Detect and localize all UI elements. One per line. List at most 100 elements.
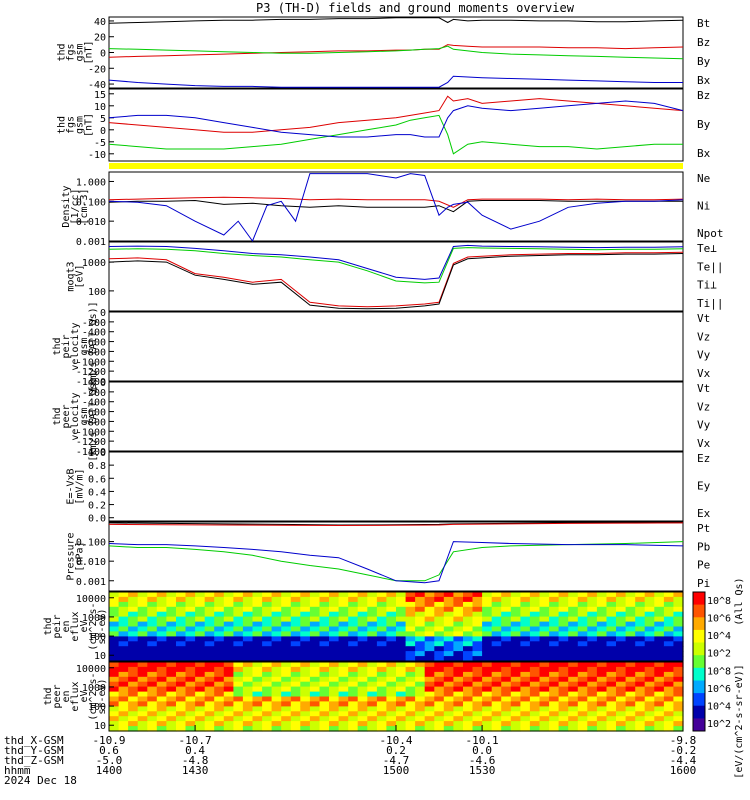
spectrogram-cell [673,601,684,608]
spectrogram-cell [195,671,206,678]
spectrogram-cell [587,666,598,673]
spectrogram-cell [319,721,330,727]
spectrogram-cell [185,726,196,732]
spectrogram-cell [204,616,215,623]
spectrogram-cell [109,656,120,662]
spectrogram-cell [405,681,416,688]
spectrogram-cell [482,686,493,693]
spectrogram-cell [300,651,311,657]
spectrogram-cell [338,666,349,673]
spectrogram-cell [223,651,234,657]
spectrogram-cell [118,701,129,707]
spectrogram-cell [405,606,416,613]
colorbar-segment [693,693,705,707]
spectrogram-cell [529,606,541,613]
spectrogram-cell [453,701,464,707]
spectrogram-cell [367,666,378,673]
spectrogram-cell [233,616,244,623]
spectrogram-cell [357,651,368,657]
spectrogram-cell [166,701,177,707]
spectrogram-cell [472,681,483,688]
spectrogram-cell [644,662,655,668]
spectrogram-cell [233,636,244,642]
spectrogram-cell [300,686,311,693]
legend-entry: By [697,118,711,131]
spectrogram-cell [491,641,502,647]
spectrogram-cell [463,726,474,732]
spectrogram-cell [510,691,521,698]
spectrogram-cell [214,601,225,608]
spectrogram-cell [539,641,550,647]
spectrogram-cell [491,621,502,628]
spectrogram-cell [271,706,282,712]
spectrogram-cell [348,706,359,712]
spectrogram-cell [463,681,474,688]
y-axis-label: gsm [75,116,86,134]
spectrogram-cell [472,651,483,657]
spectrogram-cell [577,631,588,637]
x-tick-label: 1400 [96,764,123,777]
spectrogram-cell [463,711,474,717]
spectrogram-cell [195,716,206,722]
spectrogram-cell [319,641,330,647]
legend-entry: Ez [697,452,710,465]
spectrogram-cell [147,696,158,702]
spectrogram-cell [376,666,388,673]
spectrogram-cell [156,706,167,712]
spectrogram-cell [367,691,378,698]
spectrogram-cell [319,691,330,698]
spectrogram-cell [644,701,655,707]
spectrogram-cell [577,656,588,662]
spectrogram-cell [520,686,531,693]
spectrogram-cell [109,676,120,683]
y-tick-label: 10000 [76,664,106,675]
spectrogram-cell [214,592,225,598]
spectrogram-cell [596,711,608,717]
spectrogram-cell [606,711,617,717]
spectrogram-cell [501,686,512,693]
spectrogram-cell [271,641,282,647]
spectrogram-cell [195,651,206,657]
spectrogram-cell [386,666,397,673]
spectrogram-cell [568,721,579,727]
spectrogram-cell [118,716,129,722]
spectrogram-cell [309,621,321,628]
spectrogram-cell [405,691,416,698]
spectrogram-cell [463,596,474,603]
spectrogram-cell [587,592,598,598]
spectrogram-cell [549,616,560,623]
series-temperature-2 [108,244,684,280]
spectrogram-cell [109,621,120,628]
spectrogram-cell [472,726,483,732]
spectrogram-cell [434,681,445,688]
spectrogram-cell [491,721,502,727]
spectrogram-cell [520,606,531,613]
spectrogram-cell [616,721,627,727]
spectrogram-cell [415,676,426,683]
spectrogram-cell [663,716,675,722]
spectrogram-cell [319,626,330,632]
spectrogram-cell [482,681,493,688]
spectrogram-cell [319,681,330,688]
colorbar-segment [693,617,705,631]
spectrogram-cell [616,666,627,673]
spectrogram-cell [501,711,512,717]
spectrogram-cell [577,626,588,632]
spectrogram-cell [156,646,167,652]
spectrogram-cell [443,636,454,642]
spectrogram-cell [482,671,493,678]
spectrogram-cell [663,696,675,702]
spectrogram-cell [549,686,560,693]
spectrogram-cell [319,611,330,618]
spectrogram-cell [663,601,675,608]
y-tick-label: 15 [94,90,106,101]
x-tick-label: 0.6 [99,744,119,757]
spectrogram-cell [137,681,148,688]
spectrogram-cell [233,626,244,632]
spectrogram-cell [376,596,388,603]
spectrogram-cell [606,671,617,678]
spectrogram-cell [501,596,512,603]
spectrogram-cell [644,696,655,702]
spectrogram-cell [415,662,426,668]
